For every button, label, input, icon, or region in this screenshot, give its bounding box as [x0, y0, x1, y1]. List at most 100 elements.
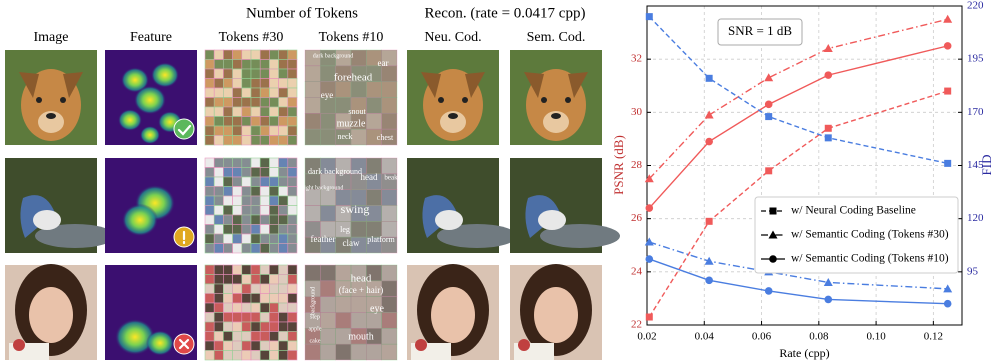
token-overlay: [305, 265, 397, 360]
token-cell: [287, 97, 298, 108]
token-label: chest: [377, 133, 394, 142]
token-label: muzzle: [337, 118, 366, 129]
column-header: Feature: [130, 30, 172, 45]
token-label: head: [351, 273, 372, 285]
image-shape: [423, 69, 483, 141]
marker: [768, 230, 778, 239]
token-cell: [278, 97, 289, 108]
y-tick-label: 30: [631, 106, 643, 118]
token-cell: [204, 331, 215, 342]
token-cell: [241, 59, 252, 70]
token-cell: [241, 243, 252, 254]
marker: [764, 73, 774, 82]
marker: [824, 124, 832, 132]
token-cell: [269, 106, 279, 117]
token-label: ear: [378, 58, 389, 68]
token-cell: [241, 264, 252, 275]
token-cell: [250, 302, 261, 313]
image-cell: [105, 265, 197, 360]
token-cell: [269, 97, 279, 108]
token-cell: [213, 264, 224, 275]
token-cell: [213, 224, 224, 235]
token-cell: [232, 135, 243, 146]
token-cell: [259, 283, 270, 294]
marker: [704, 110, 714, 119]
token-cell: [381, 343, 398, 361]
feature-blob: [115, 319, 155, 355]
series-line: [648, 18, 948, 180]
token-label: forehead: [334, 72, 373, 84]
token-cell: [278, 186, 289, 197]
legend-box: [754, 196, 959, 274]
token-cell: [250, 78, 261, 89]
legend-label: w/ Semantic Coding (Tokens #30): [791, 229, 949, 241]
image-grid: Image Feature Tokens #30 Tokens #10 Neu. Cod…: [5, 30, 620, 361]
column-header: Sem. Cod.: [527, 30, 586, 45]
token-cell: [269, 243, 279, 254]
image-cell: [204, 49, 298, 146]
token-cell: [204, 340, 215, 351]
token-cell: [278, 243, 289, 254]
token-cell: [213, 283, 224, 294]
group-header: Number of Tokens: [246, 5, 358, 21]
token-cell: [213, 125, 224, 136]
token-cell: [278, 176, 289, 187]
token-cell: [278, 283, 289, 294]
token-cell: [213, 68, 224, 79]
image-shape: [46, 113, 56, 119]
image-shape: [21, 69, 81, 141]
image-shape: [19, 72, 83, 98]
token-cell: [287, 116, 298, 127]
marker: [645, 255, 654, 263]
token-cell: [259, 68, 270, 79]
token-cell: [241, 186, 252, 197]
token-cell: [223, 97, 233, 108]
token-cell: [223, 274, 233, 285]
token-cell: [250, 157, 261, 168]
token-cell: [278, 157, 289, 168]
image-cell: [5, 264, 97, 360]
token-cell: [269, 293, 279, 304]
x-tick-label: 0.10: [866, 331, 886, 343]
token-cell: [223, 312, 233, 323]
token-cell: [250, 176, 261, 187]
token-cell: [259, 214, 270, 225]
token-cell: [259, 340, 270, 351]
token-cell: [213, 205, 224, 216]
image-shape: [543, 111, 569, 133]
token-cell: [287, 68, 298, 79]
token-cell: [204, 135, 215, 146]
token-cell: [287, 87, 298, 98]
image-shape: [437, 224, 517, 248]
token-cell: [287, 340, 298, 351]
token-cell: [269, 135, 279, 146]
token-cell: [250, 125, 261, 136]
token-cell: [269, 312, 279, 323]
image-cell: [510, 50, 602, 145]
token-cell: [213, 293, 224, 304]
token-cell: [259, 167, 270, 178]
token-label: beak: [384, 174, 398, 182]
token-cell: [259, 135, 270, 146]
token-cell: [269, 195, 279, 206]
token-cell: [259, 97, 270, 108]
token-cell: [213, 87, 224, 98]
token-cell: [241, 68, 252, 79]
token-cell: [232, 97, 243, 108]
image-shape: [29, 287, 73, 343]
token-cell: [278, 264, 289, 275]
token-cell: [250, 214, 261, 225]
status-icon-glyph: [177, 124, 192, 136]
token-label: dark background: [313, 53, 354, 59]
token-cell: [223, 87, 233, 98]
token-cell: [232, 78, 243, 89]
image-cell: [510, 158, 620, 253]
token-cell: [204, 302, 215, 313]
token-cell: [269, 331, 279, 342]
token-cell: [232, 59, 243, 70]
token-cell: [223, 283, 233, 294]
image-shape: [435, 210, 463, 230]
column-header: Image: [34, 30, 69, 45]
